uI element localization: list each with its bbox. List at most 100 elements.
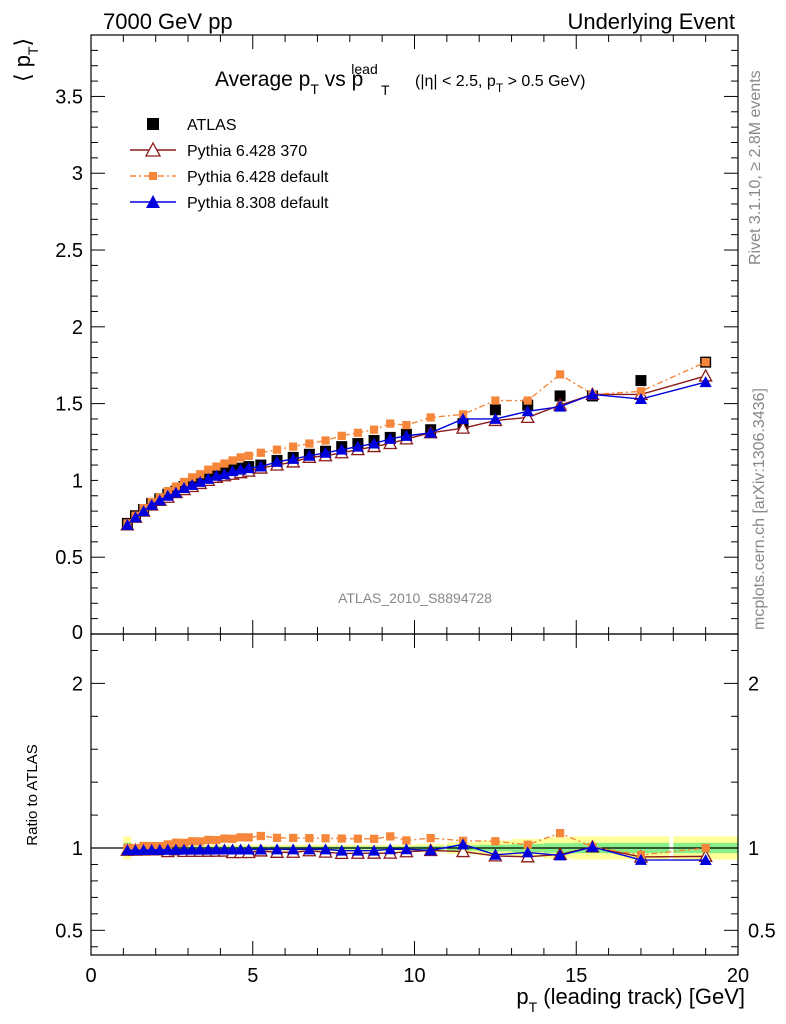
ratio-point — [228, 834, 237, 843]
data-point — [244, 451, 253, 460]
data-point — [554, 400, 567, 412]
ratio-point — [196, 837, 205, 846]
ratio-point — [634, 853, 647, 865]
data-point — [179, 477, 189, 487]
series-line — [126, 381, 706, 526]
data-point — [242, 462, 255, 474]
ratio-point — [402, 836, 411, 845]
ratio-point — [305, 834, 314, 843]
data-point — [351, 440, 364, 452]
data-point — [699, 376, 712, 388]
ratio-point — [153, 843, 166, 855]
x-tick-label: 5 — [247, 965, 258, 987]
y-tick-label: 3.5 — [55, 86, 83, 108]
legend-label-pythia6-370: Pythia 6.428 370 — [187, 143, 307, 160]
x-tick-label: 10 — [403, 965, 425, 987]
ratio-point — [145, 843, 158, 855]
title-sub-t3: T — [496, 81, 504, 95]
ratio-point — [353, 834, 363, 843]
data-point — [424, 426, 437, 438]
title-sub-t2: T — [381, 82, 390, 98]
data-point — [289, 442, 298, 451]
data-point — [256, 448, 265, 457]
legend-marker-pythia6-370 — [144, 141, 162, 157]
ratio-point — [400, 843, 413, 855]
data-point — [218, 468, 231, 480]
data-point — [236, 453, 245, 462]
ratio-point — [137, 843, 150, 855]
legend-label-pythia6-default: Pythia 6.428 default — [187, 169, 329, 186]
data-point — [202, 472, 215, 484]
data-point — [384, 432, 397, 444]
data-point — [171, 482, 181, 491]
data-point — [520, 410, 535, 424]
rivet-label: Rivet 3.1.10, ≥ 2.8M events — [747, 70, 764, 265]
ratio-point — [186, 843, 199, 855]
y-tick-label: 2.5 — [55, 240, 83, 262]
legend: ATLAS Pythia 6.428 370 Pythia 6.428 defa… — [130, 117, 329, 212]
legend-label-pythia8: Pythia 8.308 default — [187, 195, 329, 212]
ratio-point — [244, 833, 253, 842]
ratio-point — [171, 838, 181, 847]
legend-entry-pythia8: Pythia 8.308 default — [130, 195, 329, 212]
series-atlas — [121, 356, 712, 529]
ratio-point — [161, 843, 174, 855]
plot-title: Average pT vs pleadT (|η| < 2.5, pT > 0.5… — [215, 61, 585, 98]
data-series — [120, 356, 713, 866]
y-label-open: ⟨ p — [10, 55, 35, 82]
ratio-point — [194, 843, 207, 855]
legend-entry-pythia6-370: Pythia 6.428 370 — [130, 141, 307, 160]
x-label-sub: T — [529, 999, 538, 1015]
x-tick-label: 15 — [565, 965, 587, 987]
data-point — [145, 498, 158, 510]
ratio-series-line — [127, 843, 706, 861]
ratio-point — [491, 837, 500, 846]
ratio-point — [121, 844, 134, 856]
data-point — [489, 404, 501, 416]
data-point — [177, 482, 191, 494]
ratio-point — [187, 837, 197, 846]
legend-marker-pythia8 — [146, 195, 160, 208]
title-cuts-b: > 0.5 GeV) — [503, 73, 585, 90]
y-tick-label: 1.5 — [55, 394, 83, 416]
ratio-point — [242, 843, 255, 855]
ratio-point — [234, 843, 247, 855]
data-point — [254, 460, 267, 472]
y-label-sub: T — [25, 46, 41, 55]
x-tick-label: 20 — [727, 965, 749, 987]
ratio-point — [369, 834, 379, 843]
mcplots-label: mcplots.cern.ch [arXiv:1306.3436] — [751, 388, 768, 630]
ratio-point — [455, 844, 471, 858]
ratio-point — [523, 840, 532, 849]
ratio-point — [212, 835, 221, 845]
ratio-tick-label-right: 2 — [748, 673, 759, 695]
data-point — [523, 396, 532, 405]
y-tick-label: 0.5 — [55, 547, 83, 569]
header-left: 7000 GeV pp — [103, 9, 233, 34]
ratio-point — [521, 846, 534, 858]
data-point — [335, 443, 348, 455]
series-line — [126, 375, 706, 526]
ratio-point — [287, 843, 300, 855]
ratio-point — [220, 834, 229, 843]
y-tick-label-zero: 0 — [72, 622, 83, 644]
data-point — [402, 420, 411, 430]
ratio-point — [169, 843, 182, 855]
ratio-point — [226, 843, 239, 855]
data-point — [196, 470, 205, 479]
ratio-point — [289, 833, 298, 843]
ratio-point — [337, 834, 346, 843]
data-point — [204, 465, 213, 474]
data-point — [491, 396, 500, 405]
data-point — [272, 445, 282, 454]
data-point — [321, 436, 330, 445]
legend-marker-pythia6-default — [149, 172, 157, 180]
series-pythia-6-428-370 — [120, 368, 713, 531]
ratio-point — [218, 843, 231, 855]
ratio-point — [210, 843, 223, 855]
y-tick-label: 2 — [72, 317, 83, 339]
ratio-point — [335, 844, 348, 856]
ratio-point — [701, 843, 710, 853]
ratio-point — [303, 843, 316, 855]
data-point — [319, 446, 332, 458]
